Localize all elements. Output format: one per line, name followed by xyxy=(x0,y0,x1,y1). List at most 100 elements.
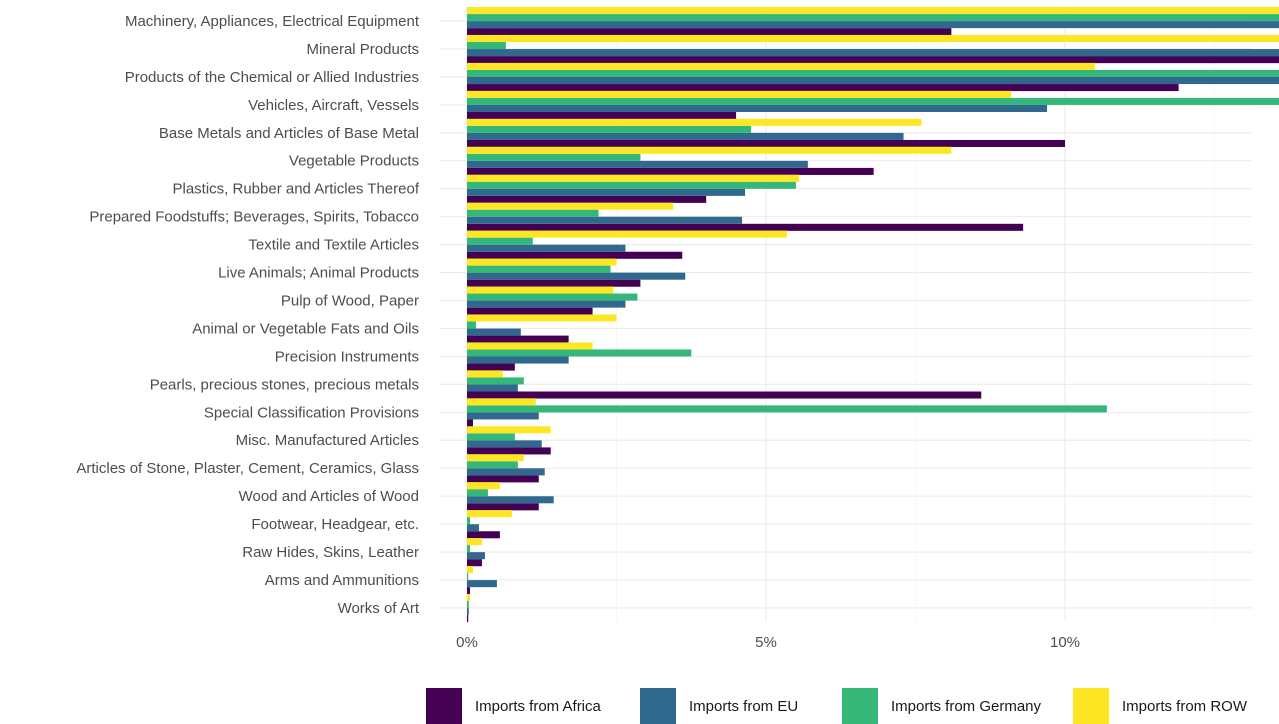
bar-imports-from-row xyxy=(467,118,922,126)
bar-imports-from-row xyxy=(467,482,500,490)
bar-imports-from-africa xyxy=(467,28,952,36)
bar-imports-from-eu xyxy=(467,300,626,308)
bars xyxy=(467,7,1279,623)
bar-imports-from-africa xyxy=(467,587,470,595)
category-label: Raw Hides, Skins, Leather xyxy=(242,544,419,561)
category-label: Prepared Foodstuffs; Beverages, Spirits,… xyxy=(89,209,419,226)
bar-imports-from-germany xyxy=(467,321,476,329)
bar-imports-from-row xyxy=(467,398,536,406)
bar-imports-from-germany xyxy=(467,153,641,161)
legend-key xyxy=(426,688,462,724)
bar-imports-from-germany xyxy=(467,181,796,189)
bar-imports-from-germany xyxy=(467,69,1279,77)
bar-imports-from-germany xyxy=(467,293,638,301)
bar-imports-from-eu xyxy=(467,356,569,364)
category-label: Products of the Chemical or Allied Indus… xyxy=(125,69,419,86)
category-label: Wood and Articles of Wood xyxy=(239,488,419,505)
bar-imports-from-row xyxy=(467,202,674,210)
bar-imports-from-africa xyxy=(467,335,569,343)
bar-imports-from-row xyxy=(467,510,512,518)
category-label: Misc. Manufactured Articles xyxy=(236,432,419,449)
bar-imports-from-eu xyxy=(467,188,746,196)
bar-imports-from-africa xyxy=(467,419,473,427)
x-tick-label: 0% xyxy=(456,634,478,651)
bar-imports-from-row xyxy=(467,174,799,182)
bar-imports-from-germany xyxy=(467,573,469,581)
bar-imports-from-africa xyxy=(467,475,539,483)
bar-imports-from-africa xyxy=(467,167,874,175)
category-label: Live Animals; Animal Products xyxy=(218,265,419,282)
bar-imports-from-eu xyxy=(467,21,1279,29)
legend-label: Imports from EU xyxy=(689,698,798,715)
bar-imports-from-eu xyxy=(467,160,808,168)
category-label: Animal or Vegetable Fats and Oils xyxy=(192,320,419,337)
bar-imports-from-africa xyxy=(467,559,482,567)
category-label: Mineral Products xyxy=(306,41,419,58)
x-axis-tick-labels: 0%5%10%15%20%25% xyxy=(456,634,1080,651)
bar-imports-from-eu xyxy=(467,49,1279,57)
bar-imports-from-row xyxy=(467,34,1279,42)
bar-imports-from-germany xyxy=(467,489,488,497)
category-label: Special Classification Provisions xyxy=(204,404,419,421)
bar-imports-from-africa xyxy=(467,223,1024,231)
bar-imports-from-row xyxy=(467,370,503,378)
category-labels: Machinery, Appliances, Electrical Equipm… xyxy=(76,13,419,617)
bar-imports-from-africa xyxy=(467,503,539,511)
bar-imports-from-africa xyxy=(467,279,641,287)
bar-imports-from-row xyxy=(467,286,614,294)
bar-imports-from-row xyxy=(467,593,470,601)
bar-imports-from-eu xyxy=(467,104,1048,112)
bar-imports-from-germany xyxy=(467,433,515,441)
bar-imports-from-eu xyxy=(467,216,743,224)
legend-key xyxy=(1073,688,1109,724)
x-tick-label: 10% xyxy=(1050,634,1080,651)
bar-imports-from-row xyxy=(467,314,617,322)
bar-imports-from-row xyxy=(467,62,1095,70)
bar-imports-from-germany xyxy=(467,405,1107,413)
bar-imports-from-row xyxy=(467,538,482,546)
bar-imports-from-row xyxy=(467,90,1012,98)
legend-key xyxy=(842,688,878,724)
bar-imports-from-eu xyxy=(467,496,554,504)
bar-imports-from-eu xyxy=(467,412,539,420)
bar-imports-from-germany xyxy=(467,265,611,273)
bar-imports-from-germany xyxy=(467,349,692,357)
bar-imports-from-eu xyxy=(467,440,542,448)
category-label: Machinery, Appliances, Electrical Equipm… xyxy=(125,13,420,30)
category-label: Precision Instruments xyxy=(275,348,419,365)
legend-label: Imports from ROW xyxy=(1122,698,1248,715)
bar-imports-from-eu xyxy=(467,608,469,616)
legend-label: Imports from Germany xyxy=(891,698,1042,715)
bar-imports-from-africa xyxy=(467,84,1179,92)
bar-imports-from-row xyxy=(467,146,952,154)
bar-imports-from-eu xyxy=(467,272,686,280)
bar-imports-from-africa xyxy=(467,363,515,371)
category-label: Pulp of Wood, Paper xyxy=(281,292,419,309)
bar-imports-from-germany xyxy=(467,545,470,553)
bar-imports-from-africa xyxy=(467,447,551,455)
bar-imports-from-germany xyxy=(467,97,1279,105)
bar-imports-from-germany xyxy=(467,517,470,525)
bar-imports-from-eu xyxy=(467,468,545,476)
bar-imports-from-row xyxy=(467,258,617,266)
bar-imports-from-germany xyxy=(467,601,469,609)
bar-imports-from-africa xyxy=(467,531,500,539)
bar-imports-from-africa xyxy=(467,307,593,315)
category-label: Base Metals and Articles of Base Metal xyxy=(159,125,419,142)
legend-label: Imports from Africa xyxy=(475,698,602,715)
bar-imports-from-germany xyxy=(467,209,599,217)
legend: Imports from Africa Imports from EU Import… xyxy=(426,688,1248,724)
bar-imports-from-row xyxy=(467,454,524,462)
bar-imports-from-germany xyxy=(467,461,518,469)
bar-imports-from-germany xyxy=(467,14,1279,22)
category-label: Arms and Ammunitions xyxy=(265,572,419,589)
bar-imports-from-africa xyxy=(467,112,737,120)
bar-imports-from-eu xyxy=(467,77,1279,85)
bar-imports-from-germany xyxy=(467,42,506,50)
category-label: Works of Art xyxy=(338,600,420,617)
bar-imports-from-eu xyxy=(467,580,497,588)
category-label: Vehicles, Aircraft, Vessels xyxy=(248,97,419,114)
bar-imports-from-row xyxy=(467,230,787,238)
bar-imports-from-germany xyxy=(467,237,533,245)
